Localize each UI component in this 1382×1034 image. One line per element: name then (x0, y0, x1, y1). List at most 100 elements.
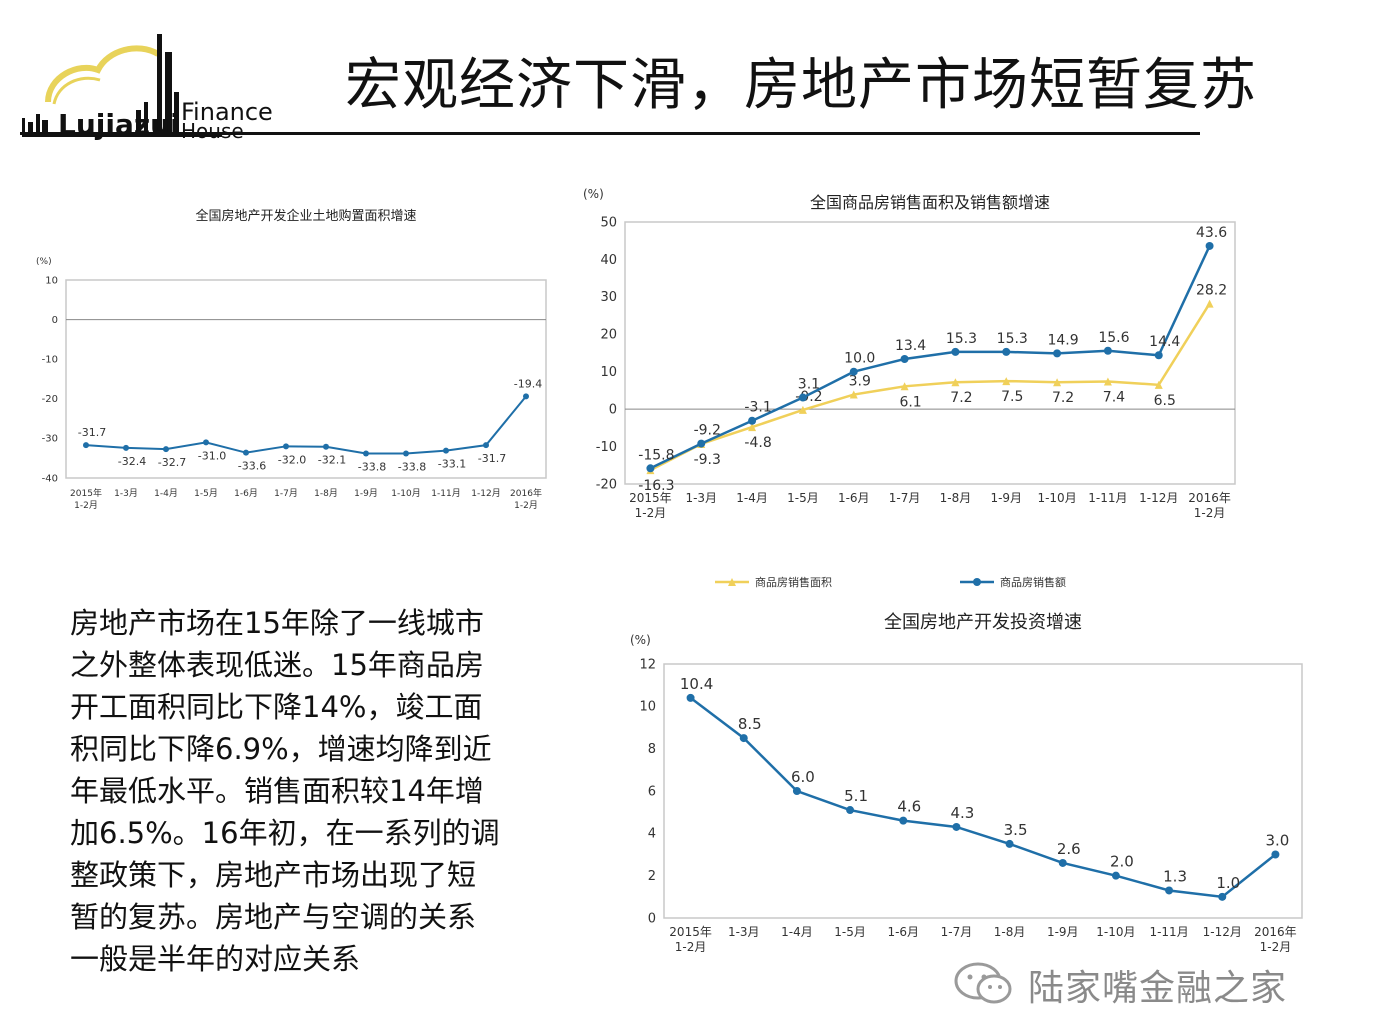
x-tick-label-line: 1-6月 (234, 488, 258, 499)
data-label: 14.4 (1149, 334, 1180, 350)
x-tick-label-line: 1-11月 (1088, 491, 1127, 505)
y-tick-label: 8 (648, 742, 656, 757)
data-point (243, 449, 249, 456)
data-point (951, 347, 960, 356)
data-point (1005, 839, 1014, 848)
data-point (739, 734, 748, 743)
plot-frame (65, 279, 547, 479)
data-label: -33.1 (438, 458, 466, 471)
data-label: 13.4 (895, 338, 926, 354)
x-tick-label-line: 1-10月 (1037, 491, 1076, 505)
x-tick-label: 1-10月 (1037, 491, 1076, 505)
x-tick-label: 1-12月 (1139, 491, 1178, 505)
data-label: 3.1 (798, 377, 820, 393)
slide-title: 宏观经济下滑，房地产市场短暂复苏 (345, 53, 1257, 118)
data-label: -19.4 (514, 377, 542, 390)
legend-marker (728, 578, 736, 586)
x-tick-label-line: 2016年 (510, 487, 542, 499)
y-tick-label: 40 (600, 253, 617, 268)
x-tick-label-line: 1-4月 (154, 488, 178, 499)
series-line (649, 245, 1211, 470)
data-label: 15.6 (1098, 330, 1129, 346)
data-point (1002, 347, 1011, 356)
x-tick-label: 1-7月 (941, 925, 973, 939)
data-point (846, 806, 855, 815)
x-tick-label-line: 1-9月 (1047, 925, 1079, 939)
data-point (849, 390, 858, 399)
data-point (792, 787, 801, 795)
x-tick-label: 1-9月 (990, 491, 1022, 505)
data-label: 10.0 (844, 351, 875, 367)
data-label: -9.2 (694, 423, 721, 439)
data-label: -32.7 (158, 456, 186, 469)
y-tick-label: 20 (600, 328, 617, 343)
y-tick-label: -30 (42, 434, 58, 445)
y-tick-label: 4 (648, 827, 656, 842)
data-label: 7.2 (950, 390, 972, 406)
data-point (1154, 380, 1163, 389)
data-point (899, 816, 908, 825)
x-tick-label-line: 1-2月 (1194, 506, 1226, 520)
unit-label: (%) (583, 187, 604, 201)
data-point (686, 693, 695, 702)
data-point (523, 393, 529, 400)
data-point (849, 367, 858, 376)
logo-wordmark: Lujiazui (58, 108, 180, 141)
x-tick-label: 1-4月 (154, 488, 178, 499)
y-tick-label: 10 (45, 275, 58, 286)
data-label: 10.4 (680, 675, 713, 693)
x-tick-label: 1-7月 (274, 488, 298, 499)
y-tick-label: 0 (52, 315, 58, 326)
x-tick-label-line: 1-8月 (940, 491, 972, 505)
x-tick-label-line: 1-7月 (889, 491, 921, 505)
data-label: 4.3 (950, 804, 974, 822)
data-point (1205, 241, 1214, 250)
data-point (1205, 299, 1214, 308)
logo: Lujiazui Finance House (18, 22, 288, 143)
x-tick-label: 2015年 1-2月 (629, 491, 672, 520)
x-tick-label: 1-7月 (889, 491, 921, 505)
data-point (443, 447, 449, 454)
data-label: 15.3 (997, 331, 1028, 347)
x-tick-label: 1-3月 (685, 491, 717, 505)
x-tick-label-line: 1-8月 (314, 488, 338, 499)
y-tick-label: -20 (596, 477, 617, 492)
x-tick-label: 2016年 1-2月 (510, 487, 542, 511)
data-point (363, 450, 369, 457)
data-label: -9.3 (694, 452, 721, 468)
title-rule (20, 132, 1200, 135)
x-tick-label-line: 1-4月 (781, 925, 813, 939)
watermark-text: 陆家嘴金融之家 (1028, 968, 1288, 1009)
data-label: 15.3 (946, 331, 977, 347)
data-point (403, 450, 409, 457)
data-point (748, 423, 757, 432)
x-tick-label: 1-3月 (728, 925, 760, 939)
y-tick-label: 2 (648, 869, 656, 884)
data-point (163, 446, 169, 453)
x-tick-label-line: 1-3月 (114, 488, 138, 499)
x-tick-label-line: 1-6月 (838, 491, 870, 505)
x-tick-label: 1-6月 (838, 491, 870, 505)
x-tick-label: 1-10月 (1096, 925, 1135, 939)
x-tick-label: 1-12月 (471, 488, 500, 499)
x-tick-label: 1-6月 (887, 925, 919, 939)
data-point (900, 382, 909, 391)
data-point (1103, 377, 1112, 386)
x-tick-label: 1-10月 (391, 488, 420, 499)
plot-frame (663, 663, 1303, 919)
data-point (798, 393, 807, 402)
chart-land-purchase: 全国房地产开发企业土地购置面积增速 (%) 10 0 -10 -20 -30 -40 2015年… (28, 198, 560, 528)
x-tick-label: 1-8月 (994, 925, 1026, 939)
data-label: 7.4 (1103, 389, 1125, 405)
x-tick-label-line: 1-8月 (994, 925, 1026, 939)
y-tick-label: 10 (600, 365, 617, 380)
data-label: -33.6 (238, 460, 266, 473)
x-tick-label: 1-5月 (787, 491, 819, 505)
data-point (83, 442, 89, 449)
data-label: 3.5 (1004, 821, 1028, 839)
x-tick-label: 1-9月 (354, 488, 378, 499)
chart-title: 全国房地产开发投资增速 (884, 612, 1082, 633)
data-label: 7.5 (1001, 389, 1023, 405)
chart-sales: 全国商品房销售面积及销售额增速 (%) 50 40 30 20 10 0 -10 -20 2015年… (575, 180, 1250, 600)
